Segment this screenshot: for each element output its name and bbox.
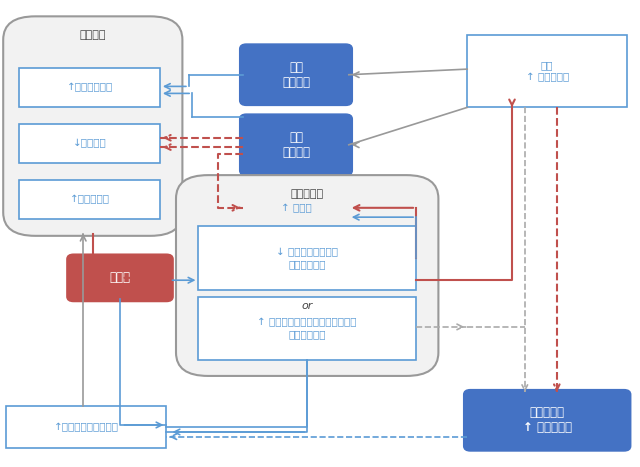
- FancyBboxPatch shape: [240, 44, 352, 105]
- Text: ↓　降水量: ↓ 降水量: [73, 139, 106, 149]
- Text: ↑ 反射率: ↑ 反射率: [280, 203, 312, 213]
- FancyBboxPatch shape: [198, 226, 416, 290]
- FancyBboxPatch shape: [6, 406, 166, 448]
- Text: 気候変動: 気候変動: [79, 30, 106, 40]
- FancyBboxPatch shape: [67, 255, 173, 301]
- Text: 砂漠化: 砂漠化: [109, 271, 131, 284]
- Text: 直接
放射吸収: 直接 放射吸収: [282, 61, 310, 89]
- Text: or: or: [301, 301, 313, 311]
- Text: 植生の変化: 植生の変化: [291, 189, 324, 199]
- FancyBboxPatch shape: [467, 35, 627, 107]
- FancyBboxPatch shape: [240, 114, 352, 175]
- Text: ↑ ブッシュ･エンクローチメント
陸域炭素蓄積: ↑ ブッシュ･エンクローチメント 陸域炭素蓄積: [257, 317, 357, 339]
- FancyBboxPatch shape: [19, 180, 160, 219]
- FancyBboxPatch shape: [464, 390, 630, 451]
- Text: オフサイト
↑ 炭素シンク: オフサイト ↑ 炭素シンク: [523, 406, 572, 434]
- FancyBboxPatch shape: [176, 175, 438, 376]
- Text: ↓ 植生被覆率の低下
陸域炭素蓄積: ↓ 植生被覆率の低下 陸域炭素蓄積: [276, 247, 338, 269]
- FancyBboxPatch shape: [243, 187, 349, 229]
- Text: 間接
雲の影響: 間接 雲の影響: [282, 131, 310, 159]
- FancyBboxPatch shape: [19, 124, 160, 163]
- FancyBboxPatch shape: [3, 16, 182, 236]
- FancyBboxPatch shape: [198, 297, 416, 360]
- Text: 砂塵
↑ エアロゾル: 砂塵 ↑ エアロゾル: [525, 60, 569, 82]
- FancyBboxPatch shape: [19, 68, 160, 107]
- Text: ↑大気中の二酸化炭素: ↑大気中の二酸化炭素: [54, 422, 119, 432]
- Text: ↑　蒸発作用: ↑ 蒸発作用: [70, 195, 109, 205]
- Text: ↑　地表面温度: ↑ 地表面温度: [67, 83, 113, 92]
